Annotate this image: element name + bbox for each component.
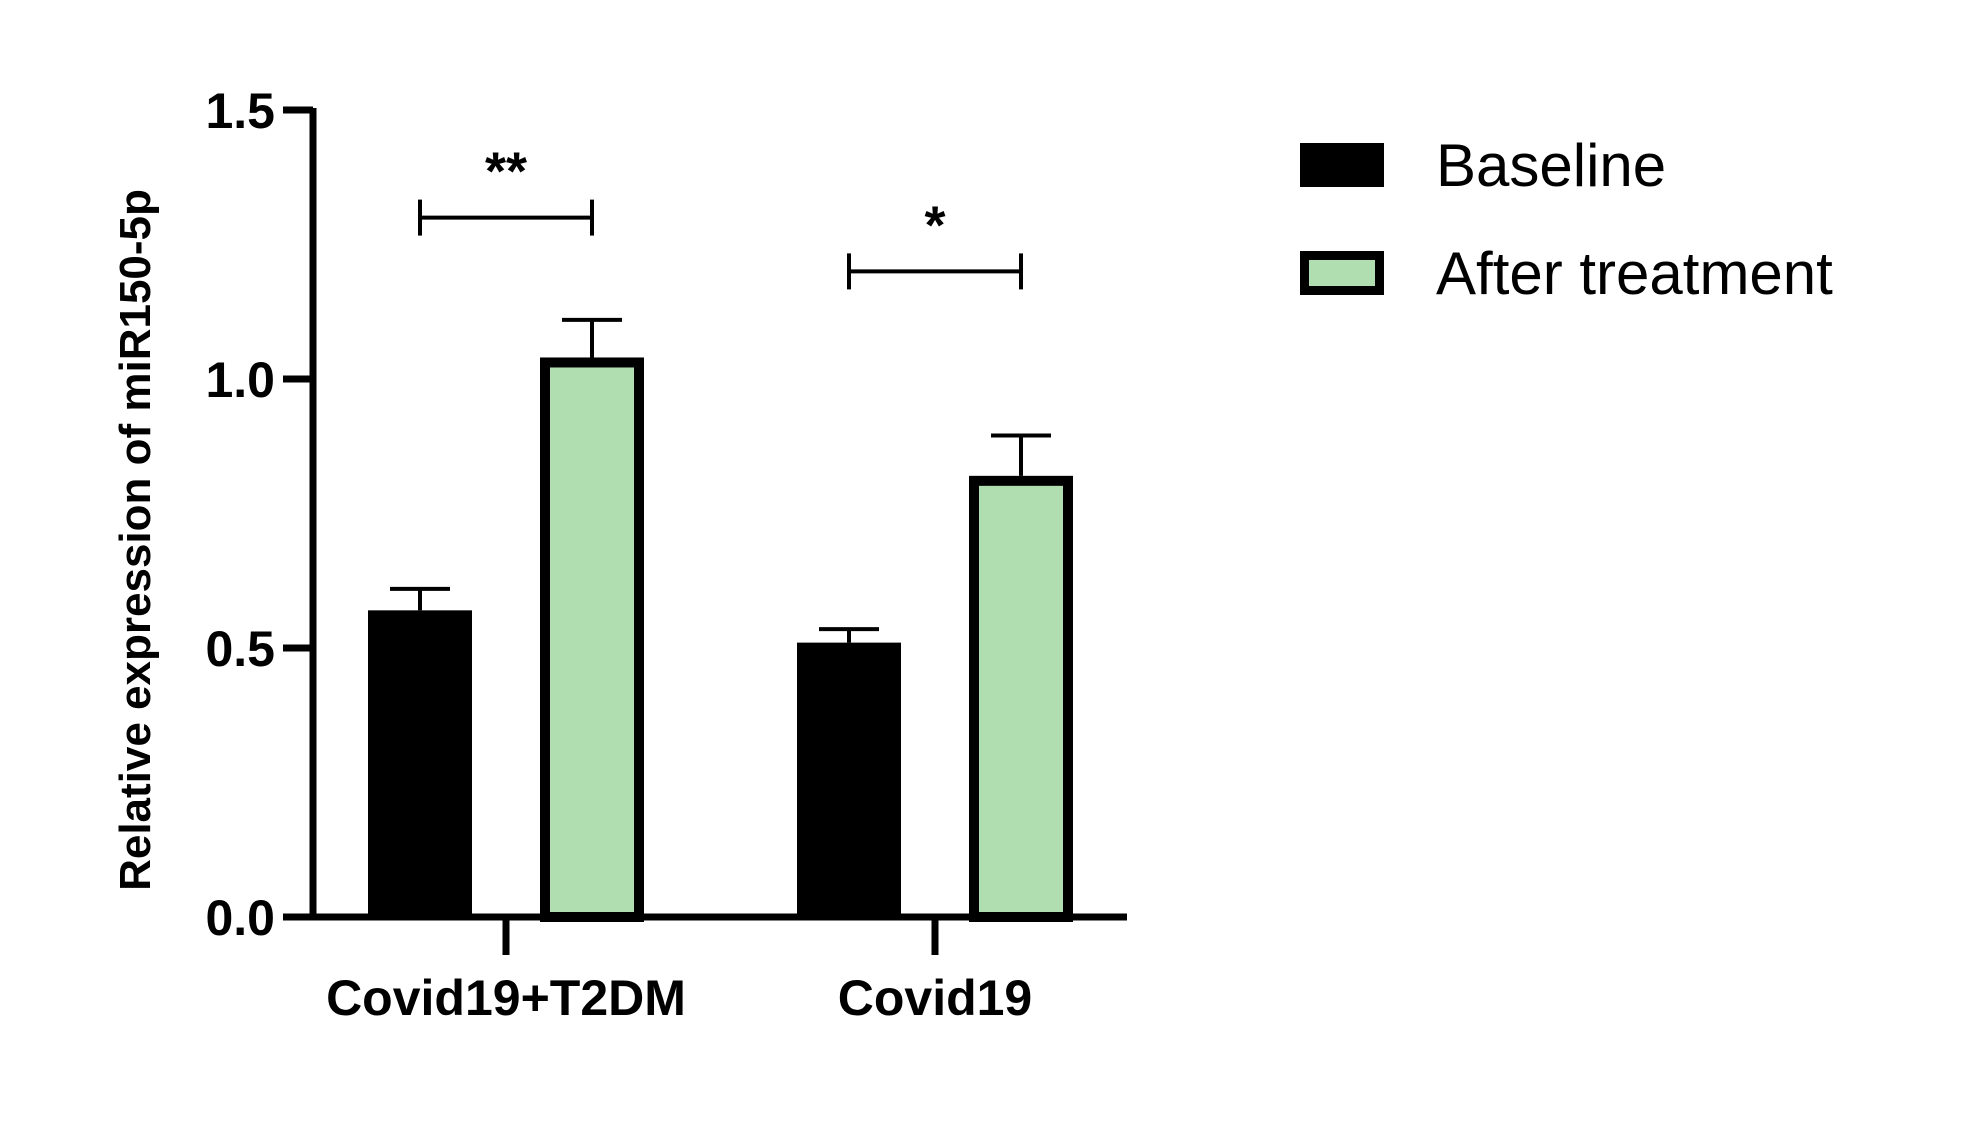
bar-baseline xyxy=(797,642,901,917)
legend-label: After treatment xyxy=(1436,240,1833,307)
significance-label: ** xyxy=(485,142,527,202)
legend: Baseline After treatment xyxy=(1300,132,1833,307)
y-tick-label: 1.0 xyxy=(205,352,275,408)
x-tick-label: Covid19 xyxy=(838,970,1033,1026)
bar-baseline xyxy=(368,610,472,917)
legend-label: Baseline xyxy=(1436,132,1666,199)
x-tick-label: Covid19+T2DM xyxy=(326,970,686,1026)
legend-swatch-baseline xyxy=(1300,143,1384,187)
y-axis-title: Relative expression of miR150-5p xyxy=(111,189,160,891)
bar-after-treatment xyxy=(969,475,1073,922)
y-tick-label: 1.5 xyxy=(205,83,275,139)
y-tick-label: 0.5 xyxy=(205,621,275,677)
legend-swatch-after-treatment xyxy=(1300,251,1384,295)
y-axis-title-group: Relative expression of miR150-5p xyxy=(111,189,160,891)
y-tick-label: 0.0 xyxy=(205,890,275,946)
bar-after-treatment xyxy=(540,357,644,923)
significance-label: * xyxy=(924,195,945,255)
